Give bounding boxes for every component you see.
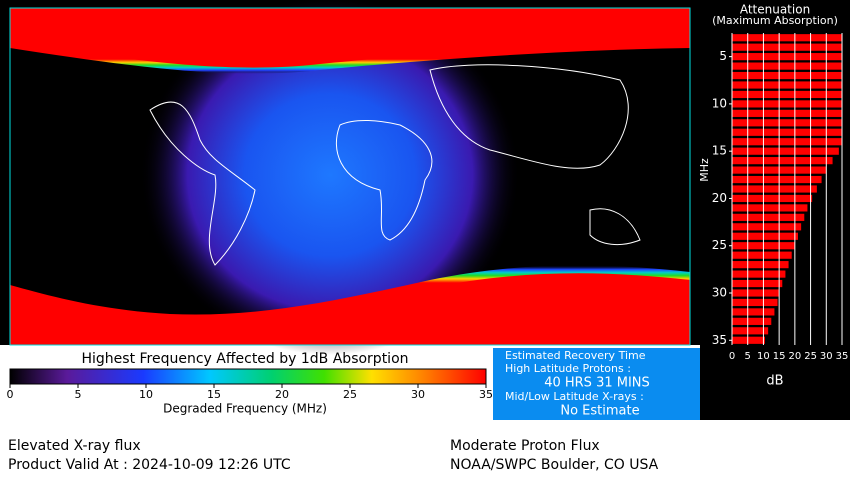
bar: [732, 223, 802, 231]
colorbar-tick-label: 15: [207, 388, 221, 401]
chart-title: Attenuation: [740, 3, 810, 17]
footer: Elevated X-ray flux Product Valid At : 2…: [8, 438, 659, 473]
y-tick-label: 5: [719, 49, 727, 63]
y-axis-label: MHz: [698, 158, 711, 182]
colorbar-tick-label: 30: [411, 388, 425, 401]
south-polar-core: [10, 273, 690, 345]
bar: [732, 204, 808, 212]
protons-value: 40 HRS 31 MINS: [544, 376, 650, 391]
colorbar-label: Degraded Frequency (MHz): [163, 402, 327, 416]
y-tick-label: 35: [712, 333, 727, 347]
recovery-title: Estimated Recovery Time: [505, 349, 646, 362]
bar: [732, 213, 805, 221]
bar: [732, 232, 798, 240]
bar: [732, 43, 842, 51]
bar: [732, 251, 792, 259]
bar: [732, 71, 842, 80]
bar: [732, 298, 778, 307]
bar: [732, 194, 813, 203]
y-tick-label: 25: [712, 238, 727, 252]
colorbar-tick-label: 0: [7, 388, 14, 401]
bar: [732, 81, 842, 89]
bar: [732, 185, 817, 193]
y-tick-label: 15: [712, 144, 727, 158]
colorbar-tick-label: 10: [139, 388, 153, 401]
x-tick-label: 20: [788, 351, 801, 362]
map-title: Highest Frequency Affected by 1dB Absorp…: [81, 351, 408, 367]
y-tick-label: 10: [712, 96, 727, 110]
protons-label: High Latitude Protons :: [505, 362, 631, 375]
x-tick-label: 5: [745, 351, 751, 362]
coastlines: [149, 64, 641, 266]
bar: [732, 308, 775, 316]
colorbar-tick-label: 20: [275, 388, 289, 401]
bar: [732, 157, 833, 165]
x-tick-label: 0: [729, 351, 735, 362]
bar: [732, 128, 842, 136]
y-tick-label: 30: [712, 286, 727, 300]
map: [9, 0, 691, 355]
bar: [732, 53, 842, 61]
bar: [732, 336, 765, 344]
bar: [732, 147, 839, 155]
footer-left-1: Elevated X-ray flux: [8, 438, 141, 454]
map-border: [9, 7, 691, 346]
bar: [732, 289, 780, 297]
bar: [732, 100, 842, 108]
x-axis-label: dB: [766, 374, 783, 389]
chart-subtitle: (Maximum Absorption): [712, 14, 838, 27]
bar: [732, 261, 789, 269]
bar: [732, 327, 769, 335]
x-tick-label: 15: [773, 351, 786, 362]
x-tick-label: 10: [757, 351, 770, 362]
bar: [732, 109, 842, 117]
xrays-label: Mid/Low Latitude X-rays :: [505, 390, 644, 403]
footer-right-1: Moderate Proton Flux: [450, 438, 600, 454]
footer-right-2: NOAA/SWPC Boulder, CO USA: [450, 457, 659, 473]
bar: [732, 270, 786, 278]
x-tick-label: 35: [836, 351, 849, 362]
colorbar: [9, 368, 487, 385]
colorbar-tick-label: 35: [479, 388, 493, 401]
north-polar-core: [10, 8, 690, 68]
colorbar-tick-label: 5: [75, 388, 82, 401]
recovery-box: Estimated Recovery Time High Latitude Pr…: [493, 348, 700, 420]
bar: [732, 34, 842, 42]
colorbar-tick-label: 25: [343, 388, 357, 401]
y-tick-label: 20: [712, 191, 727, 205]
x-tick-label: 30: [820, 351, 833, 362]
bar: [732, 317, 772, 325]
xrays-value: No Estimate: [560, 404, 639, 419]
bar: [732, 62, 842, 70]
x-tick-label: 25: [804, 351, 817, 362]
bar: [732, 119, 842, 127]
bar: [732, 175, 822, 184]
footer-left-2: Product Valid At : 2024-10-09 12:26 UTC: [8, 457, 291, 473]
bar: [732, 90, 842, 99]
bar: [732, 138, 842, 146]
bar: [732, 279, 783, 288]
recovery-background: [493, 348, 700, 420]
absorption-region: [140, 0, 520, 355]
